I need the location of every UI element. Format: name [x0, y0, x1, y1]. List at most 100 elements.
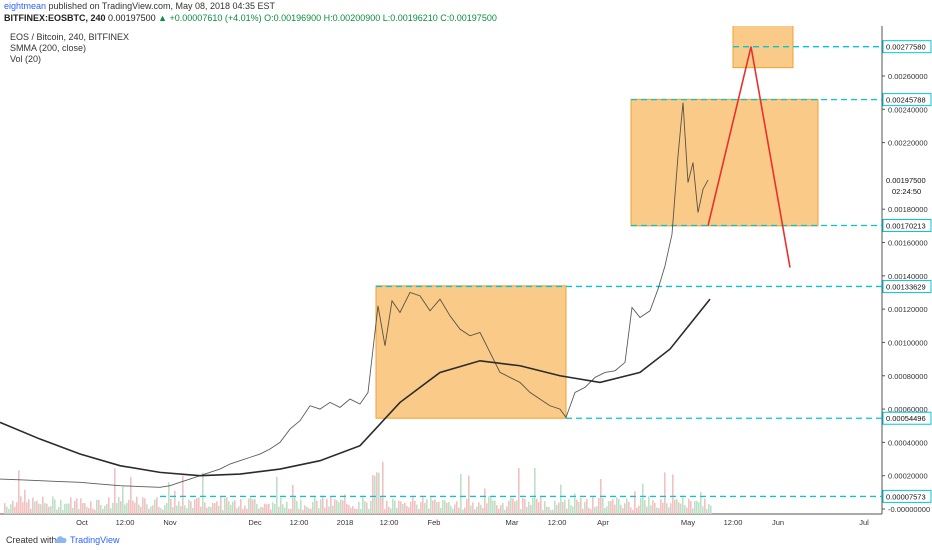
volume-bar — [334, 499, 336, 514]
volume-bar — [174, 490, 176, 514]
volume-bar — [710, 505, 712, 514]
volume-bar — [296, 501, 298, 514]
level-price-label: 0.00054496 — [886, 414, 926, 423]
volume-bar — [302, 509, 304, 514]
volume-bar — [362, 496, 364, 514]
author-link[interactable]: eightmean — [4, 1, 47, 11]
volume-bar — [474, 509, 476, 514]
volume-bar — [488, 496, 490, 514]
volume-bar — [158, 506, 160, 514]
volume-bar — [486, 503, 488, 514]
volume-bar — [534, 467, 536, 514]
projection-line — [707, 46, 791, 268]
tradingview-cloud-icon[interactable] — [54, 534, 68, 546]
volume-bar — [656, 507, 658, 514]
volume-bar — [386, 500, 388, 514]
volume-bar — [676, 499, 678, 514]
volume-bar — [232, 501, 234, 514]
volume-bar — [682, 497, 684, 514]
y-tick-label: 0.00160000 — [888, 239, 928, 248]
volume-bar — [116, 503, 118, 514]
volume-bar — [410, 501, 412, 514]
volume-bar — [144, 498, 146, 514]
volume-bar — [202, 472, 204, 514]
y-tick-label: 0.00040000 — [888, 438, 928, 447]
chart-legend: EOS / Bitcoin, 240, BITFINEX SMMA (200, … — [10, 32, 129, 65]
volume-bar — [10, 504, 12, 514]
volume-bar — [98, 499, 100, 514]
x-tick-label: Nov — [163, 518, 177, 527]
level-price-label: 0.00245788 — [886, 96, 926, 105]
volume-bar — [294, 497, 296, 514]
x-tick-label: Jul — [859, 518, 869, 527]
legend-title[interactable]: EOS / Bitcoin, 240, BITFINEX — [10, 32, 130, 42]
volume-bar — [496, 505, 498, 514]
legend-smma[interactable]: SMMA (200, close) — [10, 43, 87, 53]
volume-bar — [642, 483, 644, 514]
volume-bar — [254, 499, 256, 514]
y-tick-label: 0.00060000 — [888, 405, 928, 414]
y-tick-label: 0.00180000 — [888, 205, 928, 214]
volume-bar — [240, 499, 242, 514]
volume-bar — [36, 500, 38, 514]
legend-volume[interactable]: Vol (20) — [10, 54, 42, 64]
current-price-box — [883, 174, 931, 198]
volume-bar — [270, 509, 272, 514]
volume-bar — [128, 499, 130, 514]
volume-bar — [220, 496, 222, 514]
volume-bar — [318, 508, 320, 514]
volume-bar — [666, 503, 668, 514]
volume-bar — [466, 498, 468, 514]
volume-bar — [66, 503, 68, 514]
volume-bar — [550, 509, 552, 514]
volume-bar — [154, 499, 156, 514]
volume-bar — [564, 499, 566, 514]
volume-bar — [646, 506, 648, 514]
volume-bar — [146, 504, 148, 514]
volume-bar — [190, 501, 192, 514]
volume-bar — [370, 500, 372, 514]
volume-bar — [140, 506, 142, 514]
chart-area[interactable]: 0.00260000 0.00240000 0.00220000 0.00180000… — [0, 22, 932, 532]
volume-bar — [26, 502, 28, 514]
volume-bar — [216, 501, 218, 514]
volume-bar — [314, 496, 316, 514]
volume-bar — [498, 508, 500, 514]
volume-bar — [422, 497, 424, 514]
volume-bar — [592, 496, 594, 514]
volume-bar — [88, 508, 90, 514]
price-chart[interactable]: 0.00260000 0.00240000 0.00220000 0.00180000… — [0, 22, 932, 532]
volume-bar — [212, 503, 214, 514]
x-tick-label: May — [681, 518, 695, 527]
volume-bar — [476, 506, 478, 514]
x-tick-label: 12:00 — [290, 518, 309, 527]
volume-bar — [126, 502, 128, 514]
y-tick-label: 0.00100000 — [888, 338, 928, 347]
volume-bar — [110, 508, 112, 514]
volume-bar — [92, 508, 94, 514]
volume-bar — [582, 508, 584, 514]
volume-bar — [398, 500, 400, 514]
volume-bar — [178, 501, 180, 514]
volume-bar — [54, 499, 56, 514]
symbol-name[interactable]: BITFINEX:EOSBTC, 240 — [4, 13, 106, 23]
volume-bar — [402, 503, 404, 514]
volume-bar — [326, 498, 328, 514]
volume-bar — [420, 501, 422, 514]
volume-bar — [412, 496, 414, 514]
volume-bar — [690, 501, 692, 514]
tradingview-link[interactable]: TradingView — [70, 535, 120, 545]
volume-bar — [134, 502, 136, 514]
volume-bar — [42, 496, 44, 514]
volume-bar — [8, 508, 10, 514]
volume-bar — [692, 508, 694, 514]
volume-bar — [672, 474, 674, 514]
volume-bar — [380, 496, 382, 514]
volume-bar — [350, 507, 352, 514]
last-price: 0.00197500 — [108, 13, 156, 23]
volume-bar — [124, 504, 126, 514]
volume-bar — [508, 500, 510, 514]
volume-bar — [218, 505, 220, 514]
volume-bar — [94, 509, 96, 514]
level-price-label-box — [882, 279, 932, 293]
